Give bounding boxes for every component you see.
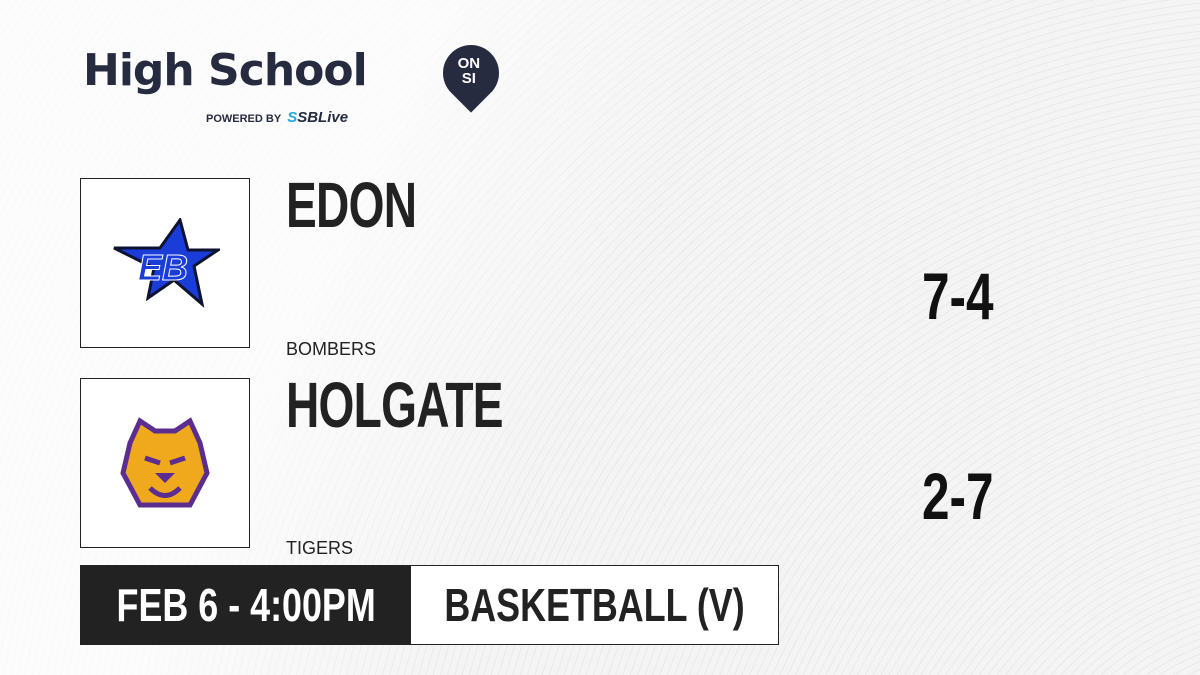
away-team-name: HOLGATE — [286, 369, 504, 441]
powered-by-label: POWERED BY — [206, 113, 282, 125]
home-team-name: EDON — [286, 169, 417, 241]
event-bar: FEB 6 - 4:00PM BASKETBALL (V) — [80, 565, 779, 645]
home-team-mascot: BOMBERS — [286, 339, 377, 359]
star-logo-icon: EB — [113, 218, 220, 308]
away-team-record: 2-7 — [922, 459, 994, 533]
sblive-logo: SSBLive — [287, 109, 348, 126]
tiger-logo-icon — [120, 417, 210, 508]
badge-bottom: SI — [461, 69, 476, 87]
brand-logo: High School ON SI POWERED BY SSBLive — [83, 33, 511, 126]
sblive-text: SBLive — [297, 109, 349, 126]
event-datetime-text: FEB 6 - 4:00PM — [116, 579, 376, 631]
powered-by: POWERED BY SSBLive — [206, 109, 348, 126]
brand-title: High School — [83, 45, 368, 96]
svg-text:EB: EB — [138, 247, 188, 288]
event-sport-text: BASKETBALL (V) — [444, 579, 745, 631]
event-sport: BASKETBALL (V) — [411, 566, 778, 644]
away-team-logo — [80, 378, 250, 548]
home-team-logo: EB — [80, 178, 250, 348]
event-datetime: FEB 6 - 4:00PM — [81, 566, 411, 644]
away-team-mascot: TIGERS — [286, 538, 354, 558]
home-team-record: 7-4 — [922, 259, 994, 333]
sblive-mark: S — [287, 109, 298, 126]
